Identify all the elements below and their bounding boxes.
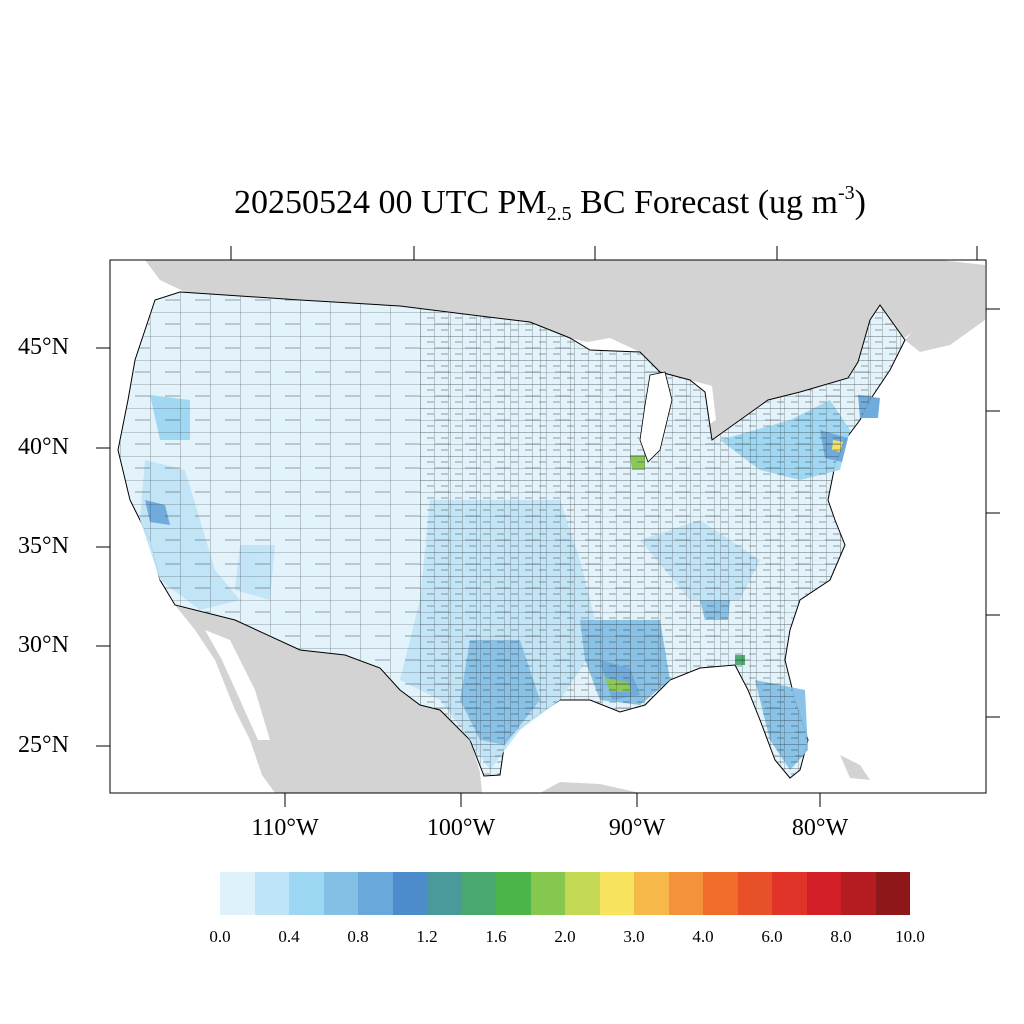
lat-label-45: 45°N [18, 334, 69, 360]
colorbar [220, 872, 910, 915]
lat-label-35: 35°N [18, 533, 69, 559]
county-boundaries-east [420, 305, 905, 778]
lat-label-25: 25°N [18, 732, 69, 758]
map-frame [109, 259, 987, 794]
colorbar-tick-label: 0.4 [278, 927, 300, 946]
colorbar-swatch [841, 872, 876, 915]
colorbar-tick-label: 8.0 [830, 927, 852, 946]
colorbar-swatch [806, 872, 841, 915]
lon-label-110w: 110°W [251, 815, 319, 841]
colorbar-swatch [737, 872, 772, 915]
colorbar-swatch [289, 872, 324, 915]
colorbar-swatch [220, 872, 255, 915]
cuba-landmass [840, 755, 870, 780]
colorbar-swatch [565, 872, 600, 915]
lat-label-30: 30°N [18, 632, 69, 658]
colorbar-swatch [254, 872, 289, 915]
colorbar-swatch [599, 872, 634, 915]
colorbar-swatch [392, 872, 427, 915]
colorbar-tick-label: 3.0 [623, 927, 645, 946]
colorbar-tick-label: 1.6 [485, 927, 507, 946]
colorbar-tick-label: 4.0 [692, 927, 714, 946]
baja-gulf [205, 630, 270, 740]
yucatan-landmass [540, 782, 640, 793]
colorbar-tick-label: 1.2 [416, 927, 438, 946]
colorbar-tick-label: 0.0 [209, 927, 231, 946]
colorbar-tick-label: 10.0 [895, 927, 925, 946]
colorbar-swatch [323, 872, 358, 915]
colorbar-tick-label: 6.0 [761, 927, 783, 946]
colorbar-swatch [772, 872, 807, 915]
maritimes-landmass [905, 270, 985, 352]
colorbar-swatch [634, 872, 669, 915]
lon-label-90w: 90°W [608, 815, 666, 841]
lon-label-100w: 100°W [426, 815, 496, 841]
colorbar-tick-label: 0.8 [347, 927, 369, 946]
colorbar-swatch [461, 872, 496, 915]
lat-label-40: 40°N [18, 434, 69, 460]
colorbar-swatch [668, 872, 703, 915]
colorbar-swatch [530, 872, 565, 915]
colorbar-swatch [427, 872, 462, 915]
map-title: 20250524 00 UTC PM2.5 BC Forecast (ug m-… [234, 182, 866, 225]
tick-marks [96, 246, 1000, 807]
colorbar-swatch [496, 872, 531, 915]
colorbar-swatch [358, 872, 393, 915]
canada-landmass [145, 260, 985, 450]
lon-label-80w: 80°W [791, 815, 849, 841]
mexico-landmass [175, 605, 482, 793]
colorbar-swatch [703, 872, 738, 915]
lake-michigan [639, 371, 673, 463]
colorbar-tick-label: 2.0 [554, 927, 576, 946]
colorbar-swatch [875, 872, 910, 915]
